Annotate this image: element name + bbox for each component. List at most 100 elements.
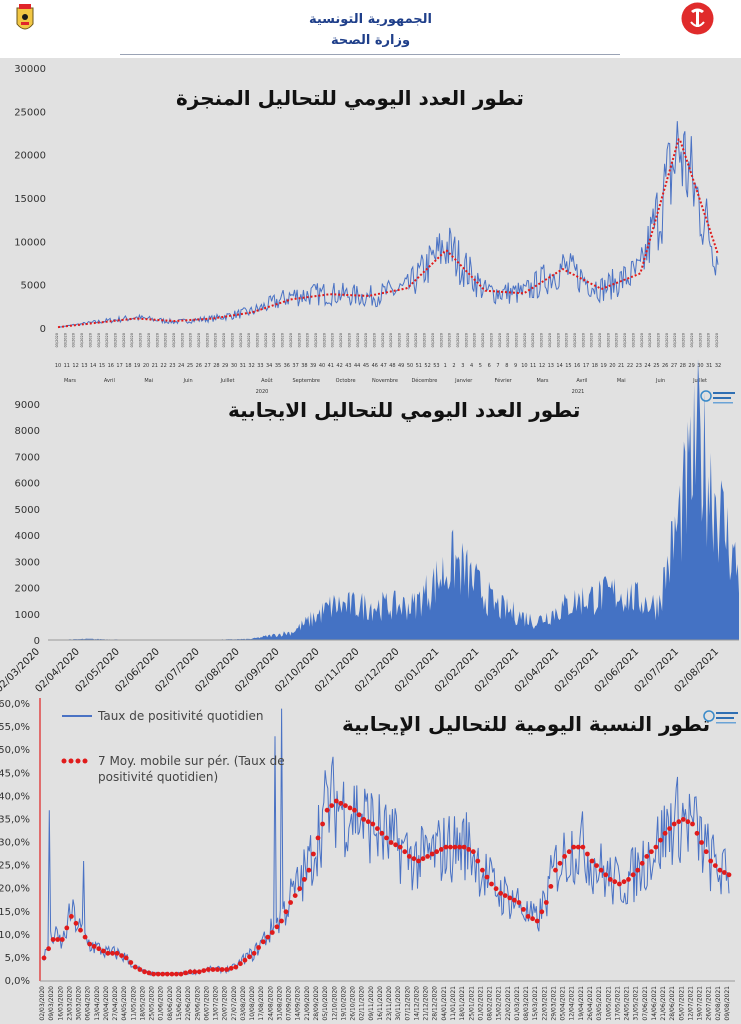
chart1-week-label: 23 <box>636 363 642 369</box>
chart3-x-tick-label: 08/06/2020 <box>167 986 174 1021</box>
chart3-moving-average-point <box>215 967 220 972</box>
chart3-x-tick-label: 21/09/2020 <box>304 986 311 1021</box>
chart3-moving-average-point <box>598 867 604 873</box>
chart3-moving-average-point <box>416 858 421 864</box>
chart2-y-tick-label: 5000 <box>15 505 40 516</box>
chart3-moving-average-point <box>603 872 609 878</box>
chart1-x-date-tick: 03/2020 <box>682 333 686 348</box>
chart1-week-label: 10 <box>55 363 61 369</box>
chart1-x-date-tick: 03/2020 <box>590 333 594 348</box>
chart3-moving-average-point <box>119 953 124 958</box>
chart3-x-tick-label: 28/09/2020 <box>313 986 320 1021</box>
chart3-moving-average-point <box>96 946 102 952</box>
chart3-moving-average-point <box>512 897 517 903</box>
chart3-moving-average-point <box>137 967 143 972</box>
chart3-moving-average-point <box>397 844 403 850</box>
chart3-x-tick-label: 01/02/2021 <box>477 986 484 1021</box>
chart3-x-tick-label: 02/08/2021 <box>715 986 722 1021</box>
chart1-x-date-tick: 03/2020 <box>72 333 76 348</box>
chart3-moving-average-point <box>206 967 211 972</box>
chart1-x-date-tick: 03/2020 <box>63 333 67 348</box>
chart1-week-label: 49 <box>398 363 404 369</box>
chart1-x-date-tick: 03/2020 <box>673 333 677 348</box>
chart1-week-label: 5 <box>479 363 482 369</box>
chart3-moving-average-point <box>274 924 280 930</box>
chart1-month-label: Janvier <box>454 378 473 384</box>
chart3-moving-average-point <box>50 937 56 942</box>
chart3-moving-average-point <box>269 930 275 935</box>
chart3-moving-average-point <box>617 881 622 887</box>
chart1-x-date-tick: 03/2020 <box>648 333 652 348</box>
chart2-y-tick-label: 1000 <box>15 610 40 621</box>
chart3-moving-average-point <box>59 937 65 942</box>
chart3-x-tick-label: 04/01/2021 <box>441 986 448 1021</box>
chart3-moving-average-point <box>242 957 248 963</box>
chart3-y-tick-label: 40,0% <box>0 791 30 802</box>
chart1-x-date-tick: 03/2020 <box>464 333 468 348</box>
chart1-week-label: 43 <box>345 363 351 369</box>
chart3-moving-average-point <box>388 840 394 845</box>
chart3-x-tick-label: 26/07/2021 <box>706 986 713 1021</box>
chart1-x-date-tick: 03/2020 <box>364 333 368 348</box>
chart3-moving-average-point <box>69 914 74 919</box>
chart3-moving-average-point <box>680 817 686 822</box>
chart3-x-tick-label: 23/03/2020 <box>66 986 73 1021</box>
chart1-week-label: 37 <box>292 363 298 369</box>
chart3-moving-average-point <box>402 849 408 855</box>
chart3-x-tick-label: 22/06/2020 <box>185 986 192 1021</box>
chart3-moving-average-point <box>653 844 659 850</box>
chart1-y-tick-label: 15000 <box>14 194 46 205</box>
chart3-x-tick-label: 24/08/2020 <box>267 986 274 1021</box>
chart1-x-date-tick: 03/2020 <box>565 333 569 348</box>
chart3-x-tick-label: 14/06/2021 <box>651 986 658 1021</box>
chart3-x-tick-label: 16/03/2020 <box>57 986 64 1021</box>
chart3-x-tick-label: 21/12/2020 <box>423 986 430 1021</box>
chart3-moving-average-point <box>557 860 563 866</box>
chart1-week-label: 17 <box>583 363 589 369</box>
chart1-x-date-tick: 03/2020 <box>256 333 260 348</box>
chart1-x-date-tick: 03/2020 <box>439 333 443 348</box>
chart3-moving-average-point <box>525 914 531 919</box>
chart1-week-label: 42 <box>336 363 342 369</box>
chart1-week-label: 15 <box>565 363 571 369</box>
chart1-x-date-tick: 03/2020 <box>531 333 535 348</box>
chart3-y-tick-label: 10,0% <box>0 930 30 941</box>
chart3-x-tick-label: 01/06/2020 <box>158 986 165 1021</box>
chart1-x-date-tick: 03/2020 <box>372 333 376 348</box>
chart1-week-label: 14 <box>556 363 562 369</box>
chart3-x-tick-label: 15/06/2020 <box>176 986 183 1021</box>
chart1-x-date-tick: 03/2020 <box>481 333 485 348</box>
chart1-x-date-tick: 03/2020 <box>523 333 527 348</box>
chart1-x-date-tick: 03/2020 <box>598 333 602 348</box>
chart3-moving-average-point <box>110 950 115 956</box>
chart1-x-date-tick: 03/2020 <box>540 333 544 348</box>
chart1-x-date-tick: 03/2020 <box>239 333 243 348</box>
chart3-x-tick-label: 08/02/2021 <box>487 986 494 1021</box>
chart3-moving-average-point <box>55 937 61 942</box>
chart3-moving-average-point <box>260 939 266 945</box>
chart3-moving-average-point <box>685 819 691 825</box>
chart3-y-tick-label: 15,0% <box>0 907 30 918</box>
chart3-x-tick-label: 03/08/2020 <box>240 986 247 1021</box>
chart1-x-date-tick: 03/2020 <box>297 333 301 348</box>
chart3-x-tick-label: 30/11/2020 <box>395 986 402 1021</box>
chart1-week-label: 51 <box>416 363 422 369</box>
chart3-y-tick-label: 55,0% <box>0 722 30 733</box>
chart1-x-date-tick: 03/2020 <box>97 333 101 348</box>
chart1-week-label: 44 <box>354 363 360 369</box>
chart1-x-date-tick: 03/2020 <box>306 333 310 348</box>
chart3-moving-average-point <box>480 867 485 873</box>
chart1-week-label: 38 <box>301 363 307 369</box>
chart1-month-label: Juin <box>183 378 193 384</box>
chart1-x-date-tick: 03/2020 <box>606 333 610 348</box>
chart2-title: تطور العدد اليومي للتحاليل الايجابية <box>228 398 581 422</box>
chart2-y-tick-label: 0 <box>34 636 40 647</box>
chart3-moving-average-point <box>534 918 540 924</box>
chart3-moving-average-point <box>708 858 714 864</box>
chart1-week-label: 28 <box>680 363 686 369</box>
chart3-x-tick-label: 25/01/2021 <box>468 986 475 1021</box>
chart1-x-date-tick: 03/2020 <box>381 333 385 348</box>
chart3-moving-average-point <box>434 849 440 855</box>
chart3-legend-dot-swatch <box>82 758 88 764</box>
chart1-week-label: 30 <box>697 363 703 369</box>
